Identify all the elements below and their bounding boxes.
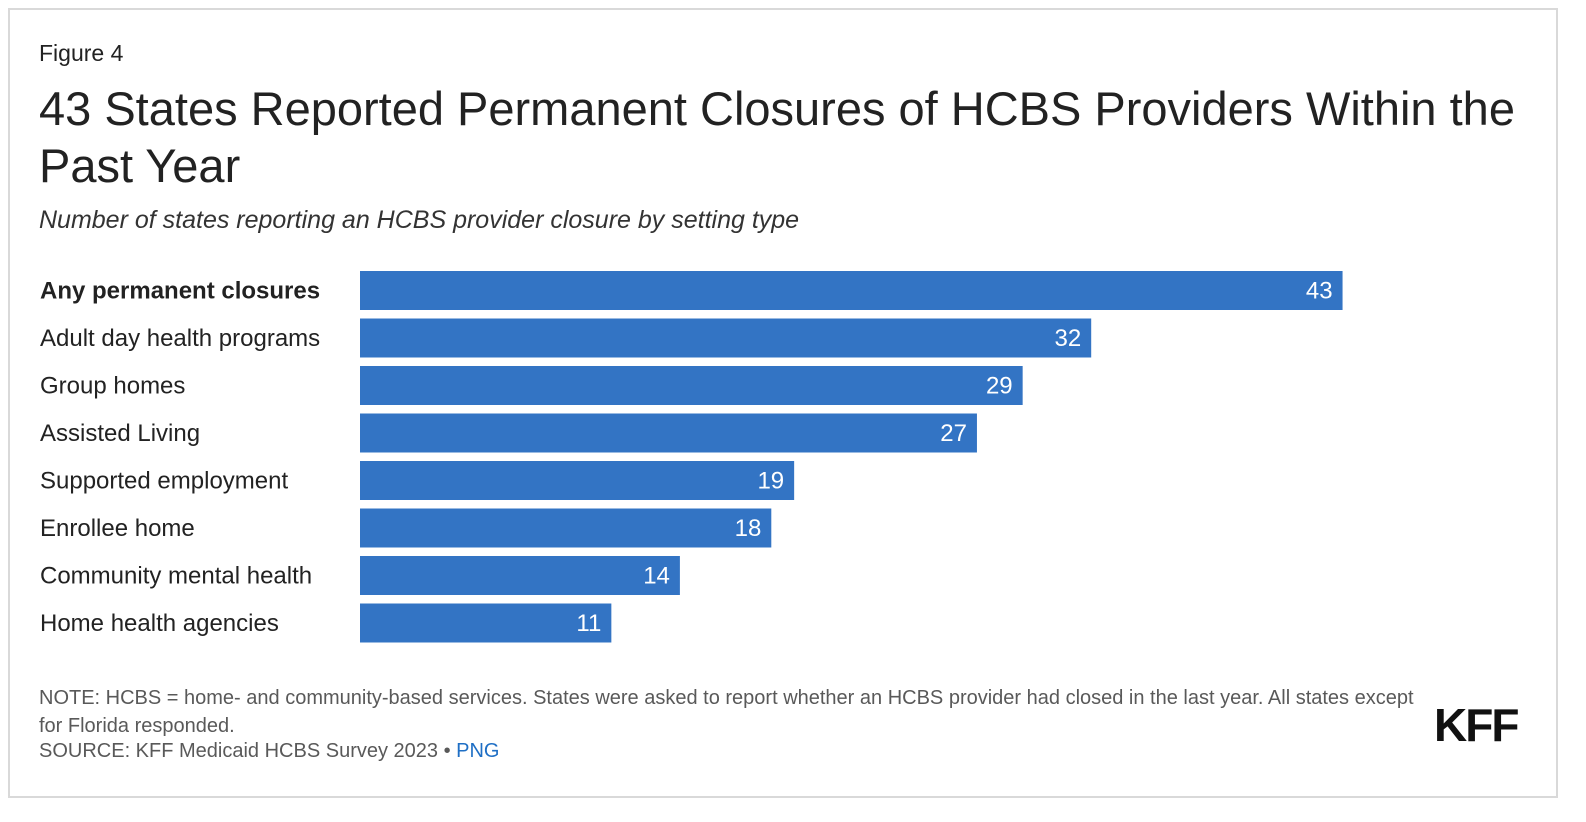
data-label: 11 [576, 610, 601, 637]
category-label: Home health agencies [40, 610, 279, 637]
data-label: 19 [757, 468, 784, 495]
bar [360, 508, 772, 548]
data-label: 29 [986, 373, 1013, 400]
data-label: 18 [735, 515, 762, 542]
bar [360, 556, 680, 595]
bar [360, 366, 1023, 405]
category-label: Adult day health programs [40, 325, 320, 352]
png-download-link[interactable]: PNG [456, 740, 500, 762]
bar [360, 603, 612, 643]
data-label: 27 [940, 420, 967, 447]
data-label: 43 [1306, 278, 1333, 305]
category-label: Any permanent closures [40, 278, 320, 305]
category-label: Enrollee home [40, 515, 195, 542]
chart-subtitle: Number of states reporting an HCBS provi… [39, 206, 800, 234]
bar [360, 271, 1343, 310]
kff-logo: KFF [1434, 699, 1519, 751]
source-text: SOURCE: KFF Medicaid HCBS Survey 2023 • [39, 740, 457, 762]
figure-label: Figure 4 [39, 40, 124, 66]
bar [360, 318, 1092, 358]
category-label: Group homes [40, 373, 185, 400]
data-label: 32 [1054, 325, 1081, 352]
data-label: 14 [643, 563, 670, 590]
bar [360, 413, 977, 453]
chart-source: SOURCE: KFF Medicaid HCBS Survey 2023 • … [39, 740, 499, 763]
bar [360, 461, 795, 500]
chart-title: 43 States Reported Permanent Closures of… [39, 82, 1515, 192]
chart-note: NOTE: HCBS = home- and community-based s… [39, 687, 1414, 737]
bar-chart: Any permanent closures 43 Adult day health… [40, 271, 1343, 643]
category-label: Assisted Living [40, 420, 200, 447]
category-label: Supported employment [40, 468, 288, 495]
category-label: Community mental health [40, 563, 312, 590]
